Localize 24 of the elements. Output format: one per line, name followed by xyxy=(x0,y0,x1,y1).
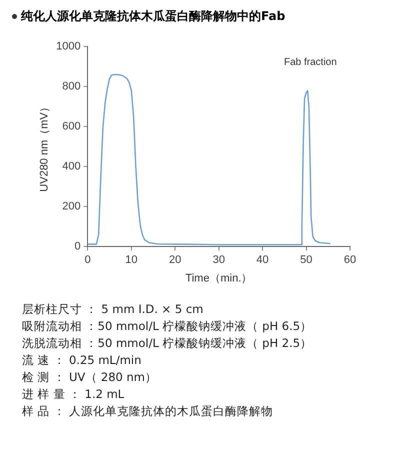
text: 层析柱尺寸 ： 5 mm I.D. × 5 cm xyxy=(22,301,204,318)
y-tick-label: 200 xyxy=(62,200,81,213)
x-axis-title: Time（min.） xyxy=(185,272,252,284)
text: 吸附流动相 ：50 mmol/L 柠檬酸钠缓冲液（ pH 6.5） xyxy=(22,318,314,335)
y-axis-title: UV280 nm（mV） xyxy=(38,101,51,192)
text: 进 样 量 ： 1.2 mL xyxy=(22,386,126,403)
text: 流 速 ： 0.25 mL/min xyxy=(22,352,142,369)
x-tick-label: 40 xyxy=(256,254,269,266)
x-tick-label: 0 xyxy=(84,254,91,266)
x-tick-label: 10 xyxy=(125,254,138,266)
y-tick-label: 400 xyxy=(62,160,81,173)
y-tick-label: 600 xyxy=(62,120,81,133)
x-tick-label: 30 xyxy=(212,254,225,266)
annotation: Fab fraction xyxy=(284,57,337,68)
text: 样 品 ： 人源化单克隆抗体的木瓜蛋白酶降解物 xyxy=(22,403,274,420)
y-tick-label: 1000 xyxy=(56,40,81,53)
x-tick-label: 20 xyxy=(168,254,182,266)
x-tick-label: 50 xyxy=(300,254,312,266)
chart-title: 纯化人源化单克隆抗体木瓜蛋白酶降解物中的Fab xyxy=(21,8,286,25)
y-tick-label: 0 xyxy=(74,240,81,253)
x-tick-label: 60 xyxy=(344,254,356,266)
text: 洗脱流动相 ：50 mmol/L 柠檬酸钠缓冲液（ pH 2.5） xyxy=(22,335,314,352)
y-tick-label: 800 xyxy=(62,80,81,93)
text: 检 测 ： UV（ 280 nm） xyxy=(22,369,158,386)
